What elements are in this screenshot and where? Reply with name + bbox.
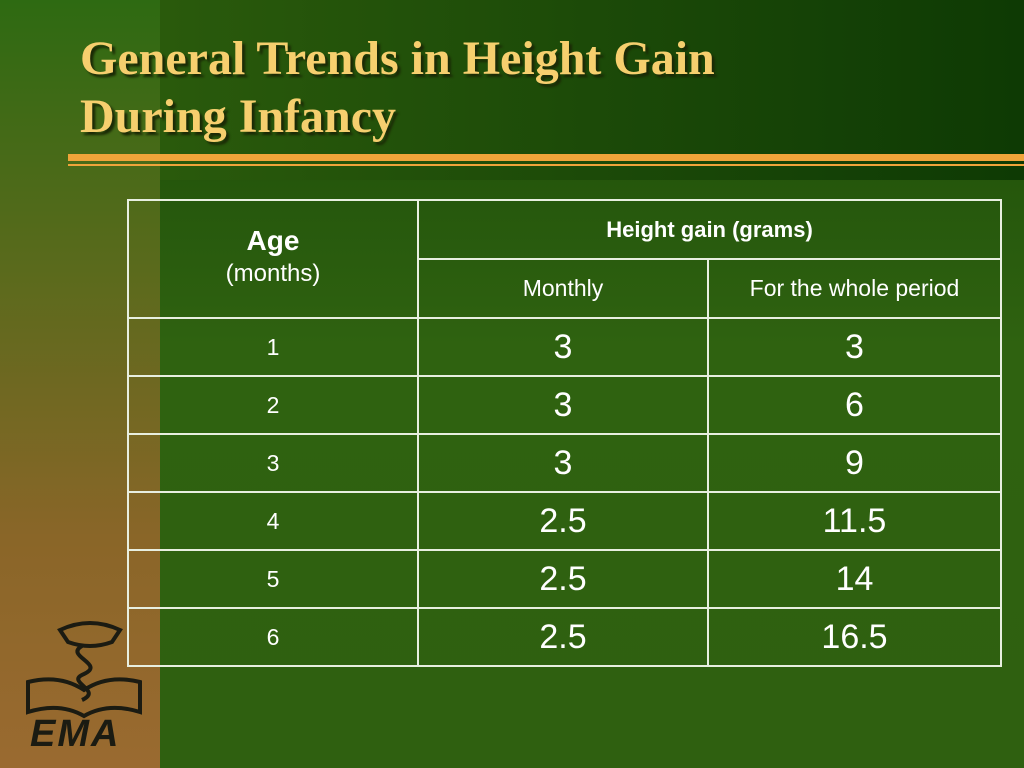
- slide-title: General Trends in Height Gain During Inf…: [80, 30, 980, 146]
- title-line-2: During Infancy: [80, 90, 397, 143]
- table-header-row: Age (months) Height gain (grams): [127, 199, 1003, 319]
- svg-text:EMA: EMA: [30, 713, 120, 752]
- table-row: 3 3 9: [127, 433, 1003, 493]
- monthly-header: Monthly: [417, 258, 709, 319]
- age-cell: 6: [127, 607, 419, 667]
- medical-emblem-logo: EMA: [26, 621, 142, 752]
- title-background: [160, 0, 1024, 180]
- age-cell: 5: [127, 549, 419, 609]
- age-cell: 2: [127, 375, 419, 435]
- title-underline-thin: [68, 164, 1024, 166]
- age-cell: 4: [127, 491, 419, 551]
- whole-period-cell: 14: [706, 549, 1003, 609]
- age-cell: 3: [127, 433, 419, 493]
- table-row: 6 2.5 16.5: [127, 607, 1003, 667]
- table-row: 1 3 3: [127, 317, 1003, 377]
- whole-period-cell: 16.5: [706, 607, 1003, 667]
- monthly-cell: 3: [417, 317, 709, 377]
- whole-period-header: For the whole period: [706, 258, 1003, 319]
- table-row: 5 2.5 14: [127, 549, 1003, 609]
- age-cell: 1: [127, 317, 419, 377]
- table-row: 2 3 6: [127, 375, 1003, 435]
- age-unit: (months): [225, 260, 321, 287]
- monthly-cell: 2.5: [417, 491, 709, 551]
- whole-period-cell: 11.5: [706, 491, 1003, 551]
- age-header: Age: [246, 225, 300, 256]
- age-header-cell: Age (months): [127, 199, 419, 319]
- height-gain-table: Age (months) Height gain (grams) Monthly…: [127, 199, 1003, 667]
- whole-period-cell: 3: [706, 317, 1003, 377]
- whole-period-cell: 9: [706, 433, 1003, 493]
- table-subheader-row: Monthly For the whole period: [128, 258, 1003, 319]
- monthly-cell: 2.5: [417, 549, 709, 609]
- table-row: 4 2.5 11.5: [127, 491, 1003, 551]
- logo-text-icon: EMA: [30, 713, 120, 752]
- title-line-1: General Trends in Height Gain: [80, 32, 715, 85]
- monthly-cell: 2.5: [417, 607, 709, 667]
- monthly-cell: 3: [417, 375, 709, 435]
- whole-period-cell: 6: [706, 375, 1003, 435]
- monthly-cell: 3: [417, 433, 709, 493]
- height-gain-header: Height gain (grams): [416, 199, 1003, 260]
- title-underline-thick: [68, 154, 1024, 161]
